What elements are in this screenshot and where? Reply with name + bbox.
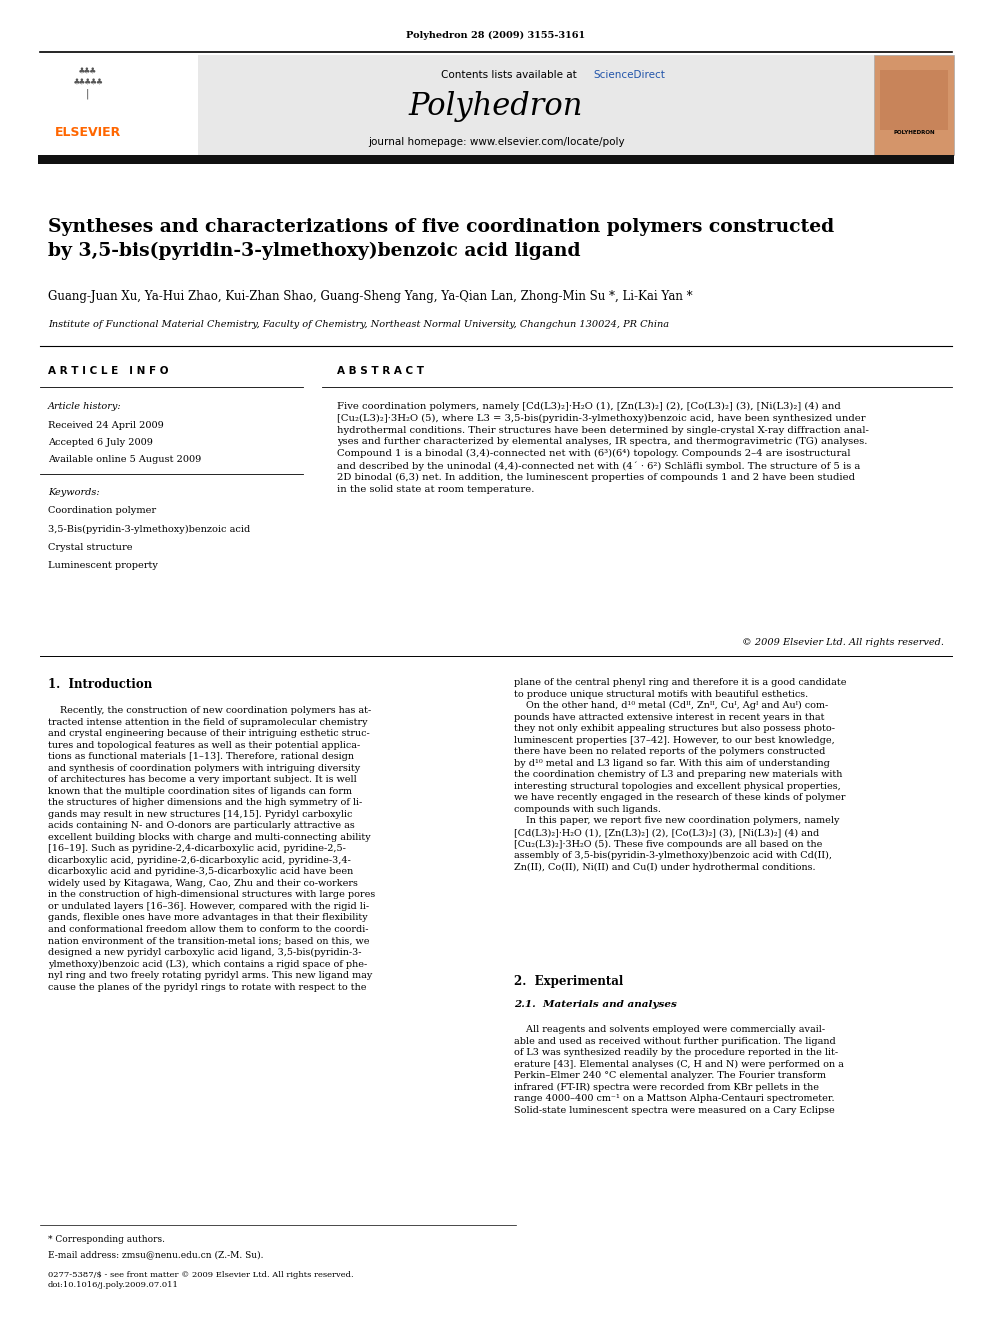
Text: Recently, the construction of new coordination polymers has at-
tracted intense : Recently, the construction of new coordi… bbox=[48, 706, 375, 992]
Text: Coordination polymer: Coordination polymer bbox=[48, 505, 156, 515]
Text: E-mail address: zmsu@nenu.edu.cn (Z.-M. Su).: E-mail address: zmsu@nenu.edu.cn (Z.-M. … bbox=[48, 1250, 264, 1259]
Bar bbox=[38, 56, 954, 155]
Text: journal homepage: www.elsevier.com/locate/poly: journal homepage: www.elsevier.com/locat… bbox=[368, 138, 624, 147]
Text: 2.  Experimental: 2. Experimental bbox=[514, 975, 623, 988]
Text: A B S T R A C T: A B S T R A C T bbox=[337, 366, 425, 376]
Text: Keywords:: Keywords: bbox=[48, 488, 99, 497]
Text: Luminescent property: Luminescent property bbox=[48, 561, 158, 570]
Text: Polyhedron: Polyhedron bbox=[409, 91, 583, 123]
Text: Available online 5 August 2009: Available online 5 August 2009 bbox=[48, 455, 201, 464]
Text: All reagents and solvents employed were commercially avail-
able and used as rec: All reagents and solvents employed were … bbox=[514, 1025, 844, 1115]
Text: Syntheses and characterizations of five coordination polymers constructed
by 3,5: Syntheses and characterizations of five … bbox=[48, 218, 834, 259]
Text: ELSEVIER: ELSEVIER bbox=[55, 126, 121, 139]
Text: ScienceDirect: ScienceDirect bbox=[593, 70, 665, 79]
Text: Accepted 6 July 2009: Accepted 6 July 2009 bbox=[48, 438, 153, 447]
Text: Guang-Juan Xu, Ya-Hui Zhao, Kui-Zhan Shao, Guang-Sheng Yang, Ya-Qian Lan, Zhong-: Guang-Juan Xu, Ya-Hui Zhao, Kui-Zhan Sha… bbox=[48, 290, 692, 303]
Text: 3,5-Bis(pyridin-3-ylmethoxy)benzoic acid: 3,5-Bis(pyridin-3-ylmethoxy)benzoic acid bbox=[48, 524, 250, 533]
Bar bbox=[38, 56, 198, 155]
Bar bbox=[38, 155, 954, 164]
Bar bbox=[880, 70, 948, 130]
Text: * Corresponding authors.: * Corresponding authors. bbox=[48, 1234, 165, 1244]
Text: POLYHEDRON: POLYHEDRON bbox=[893, 130, 934, 135]
Text: Five coordination polymers, namely [Cd(L3)₂]·H₂O (1), [Zn(L3)₂] (2), [Co(L3)₂] (: Five coordination polymers, namely [Cd(L… bbox=[337, 402, 869, 493]
Text: plane of the central phenyl ring and therefore it is a good candidate
to produce: plane of the central phenyl ring and the… bbox=[514, 677, 846, 872]
Text: Contents lists available at: Contents lists available at bbox=[441, 70, 580, 79]
Text: Institute of Functional Material Chemistry, Faculty of Chemistry, Northeast Norm: Institute of Functional Material Chemist… bbox=[48, 320, 670, 329]
Text: ♣♣♣
♣♣♣♣♣
  |: ♣♣♣ ♣♣♣♣♣ | bbox=[73, 65, 103, 99]
Text: Article history:: Article history: bbox=[48, 402, 122, 411]
Text: 1.  Introduction: 1. Introduction bbox=[48, 677, 152, 691]
Text: 0277-5387/$ - see front matter © 2009 Elsevier Ltd. All rights reserved.
doi:10.: 0277-5387/$ - see front matter © 2009 El… bbox=[48, 1271, 353, 1289]
Text: Polyhedron 28 (2009) 3155-3161: Polyhedron 28 (2009) 3155-3161 bbox=[407, 30, 585, 40]
Text: Received 24 April 2009: Received 24 April 2009 bbox=[48, 421, 164, 430]
Bar bbox=[874, 56, 954, 155]
Text: 2.1.  Materials and analyses: 2.1. Materials and analyses bbox=[514, 1000, 677, 1009]
Text: Crystal structure: Crystal structure bbox=[48, 542, 133, 552]
Text: A R T I C L E   I N F O: A R T I C L E I N F O bbox=[48, 366, 169, 376]
Text: © 2009 Elsevier Ltd. All rights reserved.: © 2009 Elsevier Ltd. All rights reserved… bbox=[742, 638, 944, 647]
